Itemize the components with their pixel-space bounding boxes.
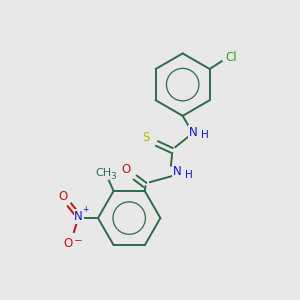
Text: +: + (82, 205, 88, 214)
Text: 3: 3 (111, 172, 116, 181)
Text: O: O (58, 190, 68, 202)
Text: S: S (143, 131, 150, 144)
Text: −: − (74, 236, 82, 246)
Text: Cl: Cl (226, 51, 237, 64)
Text: CH: CH (96, 168, 112, 178)
Text: H: H (200, 130, 208, 140)
Text: O: O (63, 237, 72, 250)
Text: H: H (185, 170, 193, 180)
Text: N: N (189, 126, 197, 139)
Text: N: N (173, 166, 182, 178)
Text: O: O (121, 164, 130, 176)
Text: N: N (74, 210, 83, 223)
